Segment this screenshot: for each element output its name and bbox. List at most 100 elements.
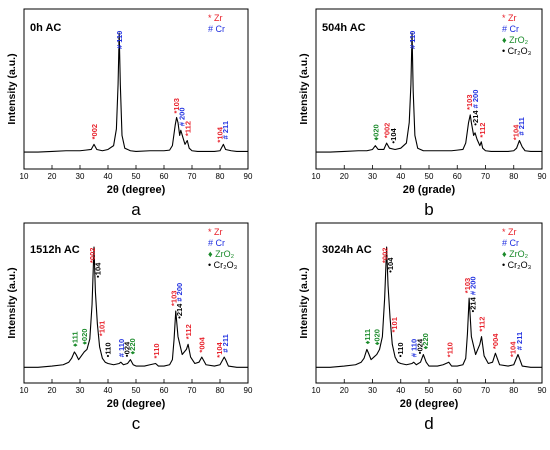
peak-label-part: •024	[415, 338, 424, 354]
peak-label: •214 # 200	[175, 283, 184, 319]
x-tick-label: 20	[340, 172, 349, 181]
sample-label: 3024h AC	[322, 244, 372, 256]
peak-label: •110	[396, 342, 405, 357]
peak-label-part: •024	[122, 341, 131, 357]
peak-label: •214 # 200	[469, 276, 478, 312]
peak-label-part: # 211	[221, 121, 230, 139]
peak-label: *104	[215, 341, 224, 357]
peak-label: *004	[198, 336, 207, 352]
peak-label-part: •104	[93, 262, 102, 278]
x-tick-label: 90	[538, 172, 547, 181]
legend-entry: ♦ ZrO₂	[502, 35, 529, 45]
legend-entry: * Zr	[208, 227, 223, 237]
xrd-pattern-line	[316, 32, 542, 153]
x-tick-label: 40	[104, 172, 113, 181]
peak-label: •214 # 200	[471, 90, 480, 126]
peak-label-part: *103	[172, 98, 181, 113]
x-axis-label: 2θ (degree)	[107, 398, 166, 410]
x-tick-label: 50	[132, 172, 141, 181]
legend-entry: # Cr	[208, 24, 225, 34]
x-tick-label: 60	[453, 386, 462, 395]
peak-label-part: *103	[170, 291, 179, 306]
panel-letter: d	[424, 414, 433, 433]
peak-label-part: *004	[198, 336, 207, 352]
peak-label: ♦020	[80, 329, 89, 345]
peak-label: # 211	[517, 117, 526, 135]
peak-label-part: *104	[511, 124, 520, 140]
x-tick-label: 30	[76, 172, 85, 181]
peak-label-part: # 200	[175, 283, 184, 304]
peak-label-part: *002	[88, 248, 97, 263]
x-tick-label: 30	[368, 386, 377, 395]
peak-label-part: *101	[390, 317, 399, 332]
peak-label-part: ♦020	[371, 124, 380, 140]
legend-entry: ♦ ZrO₂	[208, 249, 235, 259]
peak-label: ♦111	[363, 329, 372, 345]
x-tick-label: 20	[340, 386, 349, 395]
x-tick-label: 80	[216, 172, 225, 181]
x-tick-label: 30	[76, 386, 85, 395]
chart-panel-a: 10 20 30 40 50 60 70 80 90 2θ (degree) Intensity (…	[6, 8, 253, 219]
x-tick-label: 70	[481, 386, 490, 395]
peak-label-part: *112	[184, 324, 193, 339]
peak-label-part: # 211	[517, 117, 526, 135]
x-tick-label: 50	[425, 172, 434, 181]
x-tick-label: 40	[396, 172, 405, 181]
peak-label-part: # 200	[178, 107, 187, 126]
peak-label: *103	[465, 94, 474, 109]
peak-label: # 110	[115, 31, 124, 49]
peak-label-part: *104	[215, 126, 224, 142]
peak-label-part: •214	[469, 296, 478, 312]
peak-label-part: ♦111	[363, 329, 372, 345]
peak-label-part: •214	[175, 303, 184, 319]
peak-label-part: # 110	[115, 31, 124, 49]
x-axis-label: 2θ (degree)	[400, 398, 459, 410]
sample-label: 504h AC	[322, 22, 366, 34]
xrd-pattern-line	[316, 246, 542, 368]
legend: * Zr# Cr♦ ZrO₂• Cr₂O₃	[208, 227, 238, 270]
peak-label: •110	[103, 342, 112, 357]
peak-label-part: # 110	[410, 339, 419, 357]
peak-label: *002	[380, 248, 389, 263]
legend-entry: # Cr	[208, 238, 225, 248]
panel-letter: a	[131, 200, 141, 219]
peak-label: •104	[389, 127, 398, 143]
peak-label-part: •110	[103, 342, 112, 357]
legend-entry: * Zr	[502, 227, 517, 237]
y-axis-label: Intensity (a.u.)	[6, 267, 18, 338]
legend-entry: • Cr₂O₃	[502, 260, 532, 270]
peak-label-part: •104	[389, 127, 398, 143]
x-tick-label: 40	[104, 386, 113, 395]
x-tick-label: 10	[312, 172, 321, 181]
x-tick-label: 70	[188, 386, 197, 395]
peak-label: # 110	[117, 339, 126, 357]
legend: * Zr# Cr♦ ZrO₂• Cr₂O₃	[502, 227, 532, 270]
legend: * Zr# Cr♦ ZrO₂• Cr₂O₃	[502, 13, 532, 56]
x-axis-label: 2θ (grade)	[403, 184, 456, 196]
peak-label: ♦220	[421, 333, 430, 349]
panel-letter: b	[424, 200, 433, 219]
peak-label: # 110	[410, 339, 419, 357]
peak-label: # 200	[178, 107, 187, 126]
peak-label: *104	[511, 124, 520, 140]
peak-label: *002	[88, 248, 97, 263]
peak-label-part: ♦020	[80, 329, 89, 345]
peak-label-part: ♦220	[128, 338, 137, 354]
peak-label: *103	[170, 291, 179, 306]
peak-label-part: # 200	[471, 90, 480, 111]
peak-label: *104	[509, 341, 518, 357]
x-tick-label: 90	[244, 386, 253, 395]
peak-label-part: *103	[463, 278, 472, 293]
peak-label: *110	[445, 342, 454, 357]
legend-entry: ♦ ZrO₂	[502, 249, 529, 259]
peak-label: # 110	[408, 31, 417, 49]
peak-label: •104	[386, 257, 395, 273]
peak-label: # 211	[221, 334, 230, 352]
peak-label: ♦220	[128, 338, 137, 354]
peak-label: *101	[390, 317, 399, 332]
x-tick-label: 60	[453, 172, 462, 181]
peak-label-part: ♦020	[373, 329, 382, 345]
peak-label-part: *104	[215, 341, 224, 357]
x-tick-label: 10	[312, 386, 321, 395]
peak-label: # 211	[515, 332, 524, 350]
